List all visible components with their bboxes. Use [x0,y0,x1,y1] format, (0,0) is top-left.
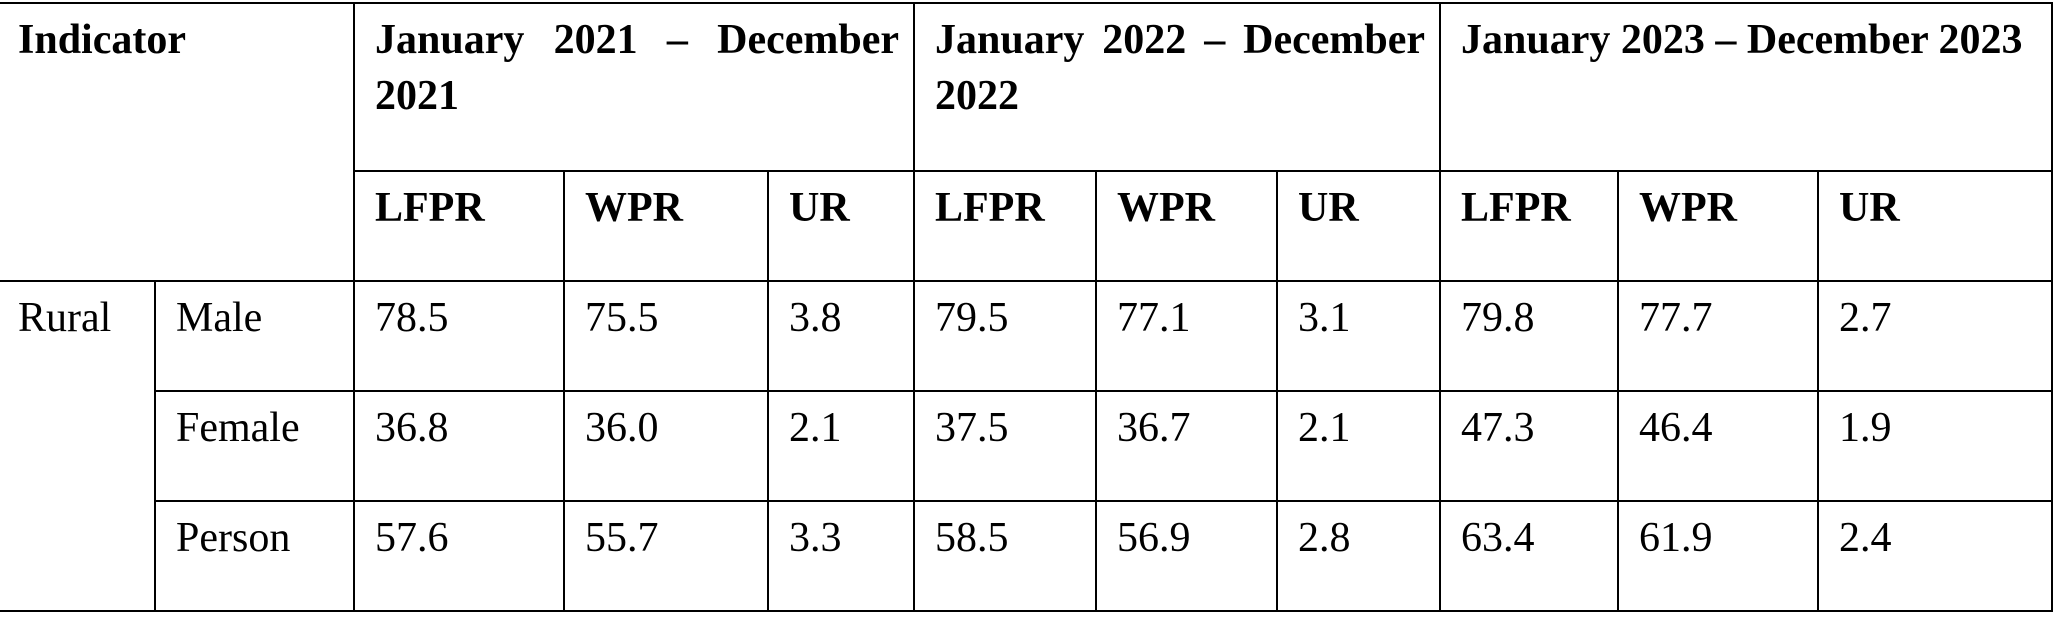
header-row-measures: LFPR WPR UR LFPR WPR UR LFPR WPR UR [0,170,2054,282]
table-cell: 78.5 [353,280,565,392]
row-label: Male [154,280,355,392]
table-cell: 37.5 [913,390,1098,502]
table-cell: 77.7 [1617,280,1820,392]
indicator-header: Indicator [0,2,355,282]
table-cell: 57.6 [353,500,565,612]
measure-header: LFPR [913,170,1098,282]
table-cell: 63.4 [1439,500,1620,612]
measure-header: WPR [1617,170,1820,282]
header-row-periods: Indicator January 2021 – December 2021 J… [0,2,2054,282]
measure-header: LFPR [354,170,565,282]
table-cell: 77.1 [1095,280,1279,392]
table-cell: 2.1 [1276,390,1442,502]
area-label: Rural [0,280,156,612]
measure-header: WPR [1095,170,1279,282]
table-cell: 61.9 [1617,500,1820,612]
table-cell: 3.3 [766,500,916,612]
table-cell: 3.1 [1276,280,1442,392]
table-cell: 56.9 [1095,500,1279,612]
table-cell: 75.5 [563,280,769,392]
measure-header: WPR [563,170,769,282]
row-label: Person [155,500,355,612]
row-label: Female [155,390,355,502]
table-row: Rural Male 78.5 75.5 3.8 79.5 77.1 3.1 79.8 77.7 2… [0,280,2054,612]
table-cell: 2.4 [1817,500,2054,612]
table-cell: 79.5 [913,280,1098,392]
measure-header: UR [766,170,916,282]
table-cell: 36.8 [353,390,565,502]
table-cell: 36.0 [563,390,769,502]
table-cell: 2.1 [766,390,916,502]
measure-header: UR [1817,170,2054,282]
table-cell: 36.7 [1095,390,1279,502]
table-cell: 46.4 [1617,390,1820,502]
table-cell: 1.9 [1817,390,2054,502]
table-cell: 2.8 [1276,500,1442,612]
measure-header: UR [1276,170,1442,282]
period-header-2021: January 2021 – December 2021 [352,2,916,172]
table-row: Female 36.8 36.0 2.1 37.5 36.7 2.1 47.3 46.4 1.9 [0,390,2054,502]
table-cell: 47.3 [1439,390,1620,502]
table-cell: 2.7 [1817,280,2054,392]
table-row: Person 57.6 55.7 3.3 58.5 56.9 2.8 63.4 61.9 2.4 [0,500,2054,612]
table-cell: 79.8 [1439,280,1620,392]
measure-header: LFPR [1439,170,1620,282]
period-header-2022: January 2022 – December 2022 [913,2,1442,172]
table-cell: 3.8 [766,280,916,392]
period-header-2023: January 2023 – December 2023 [1439,2,2054,172]
table-cell: 55.7 [563,500,769,612]
table-cell: 58.5 [913,500,1098,612]
